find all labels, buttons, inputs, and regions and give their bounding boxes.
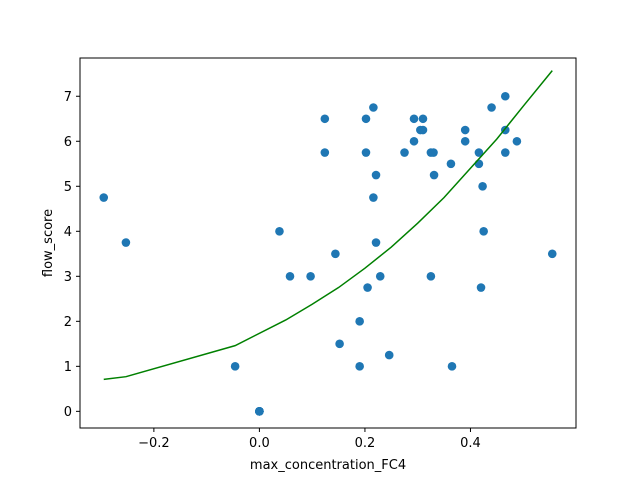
scatter-point xyxy=(355,362,364,371)
scatter-point xyxy=(487,103,496,112)
scatter-point xyxy=(478,181,487,191)
scatter-point xyxy=(474,159,484,169)
scatter-point xyxy=(320,114,330,124)
scatter-point xyxy=(331,249,340,259)
scatter-point xyxy=(476,283,486,292)
scatter-point xyxy=(285,272,295,281)
y-tick-label: 5 xyxy=(64,180,72,195)
scatter-point xyxy=(255,407,264,416)
scatter-point xyxy=(320,148,330,157)
scatter-point xyxy=(371,170,381,180)
scatter-point xyxy=(335,339,344,349)
scatter-point xyxy=(426,272,436,281)
x-tick-label: −0.2 xyxy=(138,436,170,451)
scatter-point xyxy=(121,238,131,247)
scatter-point xyxy=(306,272,315,281)
scatter-point xyxy=(409,136,419,146)
y-tick-label: 6 xyxy=(64,135,72,150)
scatter-point xyxy=(275,227,284,236)
scatter-point xyxy=(418,125,428,135)
scatter-point xyxy=(369,193,378,202)
scatter-point xyxy=(369,103,378,112)
scatter-point xyxy=(384,350,394,360)
y-tick-label: 1 xyxy=(64,360,72,375)
scatter-point xyxy=(355,317,364,326)
scatter-point xyxy=(361,114,371,124)
scatter-point xyxy=(474,148,484,157)
scatter-point xyxy=(547,249,557,259)
scatter-point xyxy=(429,170,439,180)
scatter-point xyxy=(512,136,522,146)
plot-area xyxy=(99,70,557,416)
scatter-point xyxy=(429,148,438,157)
x-tick-label: 0.0 xyxy=(249,436,270,451)
scatter-point xyxy=(418,114,428,124)
scatter-point xyxy=(500,91,510,101)
x-axis: −0.2 0.0 0.2 0.4 xyxy=(138,428,481,451)
axes-frame xyxy=(79,57,577,429)
x-axis-label: max_concentration_FC4 xyxy=(250,458,406,473)
scatter-point xyxy=(460,136,470,146)
scatter-point xyxy=(363,283,372,292)
scatter-point xyxy=(361,148,371,157)
x-tick-label: 0.4 xyxy=(460,436,481,451)
scatter-point xyxy=(447,362,457,371)
scatter-point xyxy=(460,125,470,135)
y-tick-label: 3 xyxy=(64,270,72,285)
y-axis-label: flow_score xyxy=(41,209,56,277)
scatter-point xyxy=(99,193,109,202)
scatter-point xyxy=(409,114,419,124)
scatter-point xyxy=(500,148,510,157)
scatter-point xyxy=(230,362,240,371)
scatter-point xyxy=(446,159,456,169)
y-tick-label: 4 xyxy=(64,225,72,240)
fit-line xyxy=(103,70,553,381)
y-tick-label: 7 xyxy=(64,90,72,105)
scatter-point xyxy=(400,148,409,157)
y-tick-label: 2 xyxy=(64,315,72,330)
y-axis: 0 1 2 3 4 5 6 7 xyxy=(64,90,80,420)
x-tick-label: 0.2 xyxy=(355,436,376,451)
scatter-point xyxy=(371,238,381,247)
y-tick-label: 0 xyxy=(64,405,72,420)
scatter-point xyxy=(479,227,488,236)
scatter-point xyxy=(375,272,385,281)
